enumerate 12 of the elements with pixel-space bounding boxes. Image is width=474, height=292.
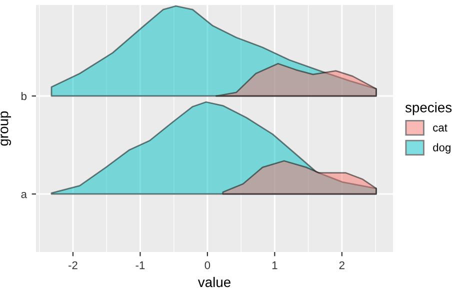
category-label: b — [22, 92, 27, 100]
legend-label: dog — [433, 143, 450, 154]
x-tick-label: -2 — [68, 261, 78, 270]
x-tick-label: 0 — [204, 261, 210, 270]
legend-label: cat — [433, 124, 448, 132]
x-tick-label: 2 — [339, 261, 344, 270]
y-axis-title: group — [0, 111, 12, 146]
x-axis-title: value — [198, 276, 230, 288]
category-label: a — [21, 192, 27, 198]
legend-title: species — [405, 102, 452, 116]
x-tick-label: 1 — [272, 261, 278, 270]
x-tick-label: -1 — [136, 261, 145, 270]
